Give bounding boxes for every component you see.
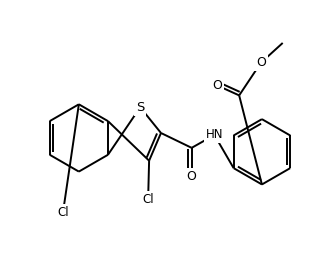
Text: O: O [256,56,266,69]
Text: S: S [136,101,145,114]
Text: O: O [212,79,222,92]
Text: Cl: Cl [57,206,69,219]
Text: Cl: Cl [142,193,154,206]
Text: HN: HN [206,128,223,142]
Text: O: O [187,170,197,183]
